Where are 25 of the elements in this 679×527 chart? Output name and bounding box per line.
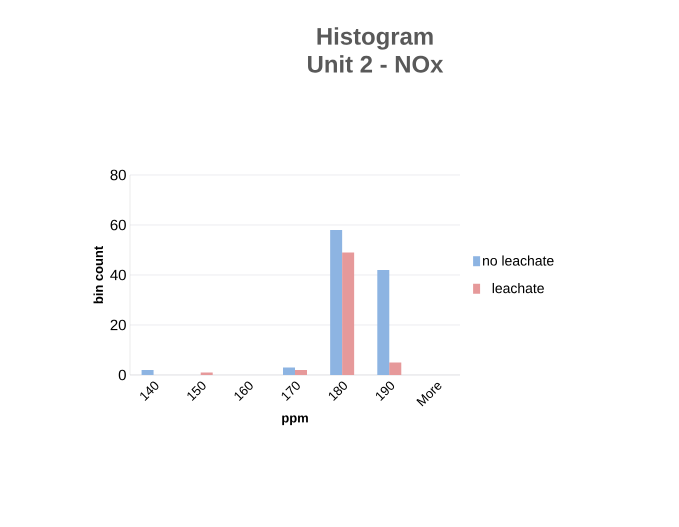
- y-tick-label: 60: [110, 220, 126, 230]
- bar: [200, 372, 213, 375]
- x-axis-title: ppm: [282, 415, 308, 426]
- y-tick-label: 80: [110, 170, 126, 180]
- bar: [342, 252, 354, 375]
- bar: [377, 270, 390, 375]
- x-tick-label: 170: [282, 382, 300, 401]
- legend-label: no leachate: [483, 255, 554, 266]
- y-axis-title: bin count: [94, 246, 104, 304]
- bar: [295, 370, 308, 375]
- y-tick-label: 40: [110, 270, 126, 280]
- chart-subtitle: Unit 2 - NOx: [308, 55, 444, 73]
- x-tick-label: 160: [234, 382, 253, 401]
- x-tick-label: 140: [140, 382, 158, 401]
- bar: [283, 367, 296, 375]
- y-tick-label: 0: [118, 370, 126, 380]
- bar: [142, 370, 154, 375]
- x-tick-label: 180: [328, 382, 347, 401]
- bar: [330, 230, 342, 375]
- x-tick-label: 150: [187, 382, 206, 401]
- legend-label: leachate: [492, 282, 544, 294]
- x-tick-label: 190: [376, 382, 394, 401]
- y-tick-label: 20: [110, 320, 126, 330]
- chart-title: Histogram: [317, 27, 433, 50]
- bar: [389, 362, 402, 375]
